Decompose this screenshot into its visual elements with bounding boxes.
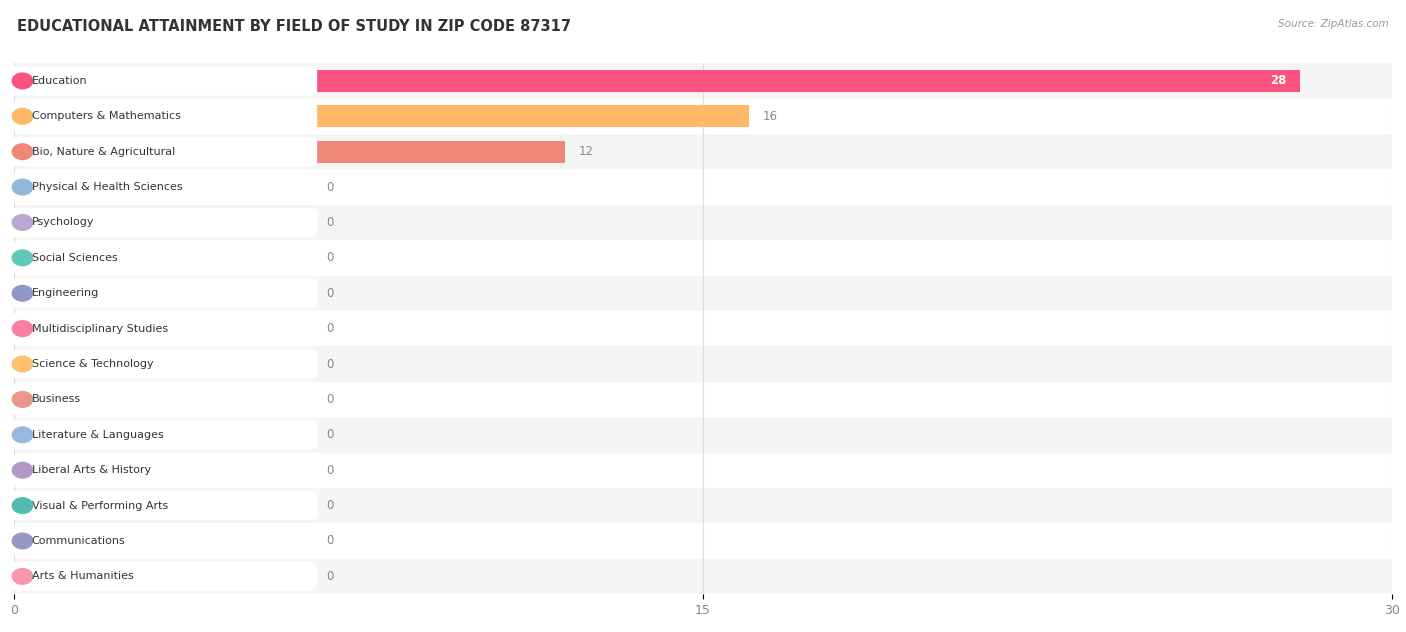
Bar	[14, 141, 565, 162]
Bar	[14, 176, 312, 198]
Text: 28: 28	[1270, 75, 1286, 87]
Text: Liberal Arts & History: Liberal Arts & History	[31, 465, 150, 475]
Circle shape	[13, 321, 32, 336]
Text: Visual & Performing Arts: Visual & Performing Arts	[31, 501, 167, 511]
Text: 0: 0	[326, 570, 333, 583]
Text: 0: 0	[326, 428, 333, 441]
FancyBboxPatch shape	[10, 208, 318, 237]
Bar	[14, 240, 1392, 276]
FancyBboxPatch shape	[10, 349, 318, 379]
Circle shape	[13, 144, 32, 159]
Bar	[14, 318, 312, 339]
Circle shape	[13, 179, 32, 195]
Text: 0: 0	[326, 322, 333, 335]
Text: Computers & Mathematics: Computers & Mathematics	[31, 111, 180, 121]
Text: 0: 0	[326, 393, 333, 406]
Text: 0: 0	[326, 358, 333, 370]
Circle shape	[13, 73, 32, 88]
Bar	[14, 495, 312, 516]
Circle shape	[13, 250, 32, 265]
Bar	[14, 523, 1392, 559]
Bar	[14, 353, 312, 375]
Text: EDUCATIONAL ATTAINMENT BY FIELD OF STUDY IN ZIP CODE 87317: EDUCATIONAL ATTAINMENT BY FIELD OF STUDY…	[17, 19, 571, 34]
Bar	[14, 283, 312, 304]
Bar	[14, 453, 1392, 488]
Circle shape	[13, 498, 32, 513]
Bar	[14, 459, 312, 481]
Bar	[14, 99, 1392, 134]
Bar	[14, 417, 1392, 453]
Text: 16: 16	[762, 110, 778, 123]
Text: Science & Technology: Science & Technology	[31, 359, 153, 369]
Text: Communications: Communications	[31, 536, 125, 546]
Circle shape	[13, 533, 32, 549]
FancyBboxPatch shape	[10, 420, 318, 449]
Circle shape	[13, 392, 32, 407]
Text: 0: 0	[326, 181, 333, 193]
Text: Source: ZipAtlas.com: Source: ZipAtlas.com	[1278, 19, 1389, 29]
Text: Education: Education	[31, 76, 87, 86]
Bar	[14, 488, 1392, 523]
Bar	[14, 530, 312, 552]
FancyBboxPatch shape	[10, 385, 318, 414]
Text: 0: 0	[326, 287, 333, 300]
Bar	[14, 63, 1392, 99]
Text: Literature & Languages: Literature & Languages	[31, 430, 163, 440]
Bar	[14, 276, 1392, 311]
Text: 0: 0	[326, 535, 333, 547]
Bar	[14, 106, 749, 127]
FancyBboxPatch shape	[10, 526, 318, 556]
FancyBboxPatch shape	[10, 491, 318, 520]
Bar	[14, 134, 1392, 169]
Bar	[14, 389, 312, 410]
FancyBboxPatch shape	[10, 173, 318, 202]
Text: Multidisciplinary Studies: Multidisciplinary Studies	[31, 324, 167, 334]
Text: Business: Business	[31, 394, 80, 404]
Bar	[14, 212, 312, 233]
FancyBboxPatch shape	[10, 456, 318, 485]
Circle shape	[13, 356, 32, 372]
FancyBboxPatch shape	[10, 102, 318, 131]
Bar	[14, 169, 1392, 205]
Circle shape	[13, 215, 32, 230]
Text: Arts & Humanities: Arts & Humanities	[31, 571, 134, 581]
Bar	[14, 311, 1392, 346]
FancyBboxPatch shape	[10, 137, 318, 166]
FancyBboxPatch shape	[10, 66, 318, 95]
Bar	[14, 205, 1392, 240]
FancyBboxPatch shape	[10, 562, 318, 591]
FancyBboxPatch shape	[10, 279, 318, 308]
Text: Bio, Nature & Agricultural: Bio, Nature & Agricultural	[31, 147, 174, 157]
Circle shape	[13, 109, 32, 124]
FancyBboxPatch shape	[10, 314, 318, 343]
Bar	[14, 70, 1301, 92]
Bar	[14, 382, 1392, 417]
Text: 12: 12	[579, 145, 593, 158]
FancyBboxPatch shape	[10, 243, 318, 272]
Text: 0: 0	[326, 216, 333, 229]
Bar	[14, 566, 312, 587]
Bar	[14, 424, 312, 446]
Circle shape	[13, 427, 32, 442]
Circle shape	[13, 463, 32, 478]
Text: 0: 0	[326, 499, 333, 512]
Bar	[14, 247, 312, 269]
Bar	[14, 559, 1392, 594]
Text: 0: 0	[326, 252, 333, 264]
Circle shape	[13, 569, 32, 584]
Text: Social Sciences: Social Sciences	[31, 253, 117, 263]
Bar	[14, 346, 1392, 382]
Text: Engineering: Engineering	[31, 288, 98, 298]
Circle shape	[13, 286, 32, 301]
Text: 0: 0	[326, 464, 333, 477]
Text: Physical & Health Sciences: Physical & Health Sciences	[31, 182, 183, 192]
Text: Psychology: Psychology	[31, 217, 94, 228]
